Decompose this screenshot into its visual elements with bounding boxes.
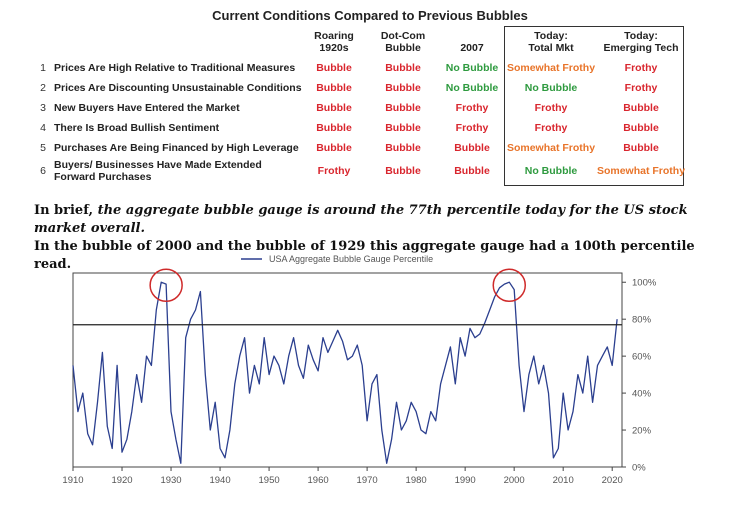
table-title: Current Conditions Compared to Previous … — [212, 8, 528, 23]
summary-emphasis: the aggregate bubble gauge is around the… — [34, 203, 688, 236]
status-cell: Bubble — [316, 62, 352, 74]
x-tick-label: 1940 — [209, 475, 230, 486]
table-row: 4 There Is Broad Bullish Sentiment Bubble B… — [0, 122, 740, 142]
status-cell: No Bubble — [445, 82, 499, 94]
status-cell: Bubble — [385, 142, 421, 154]
y-tick-label: 20% — [632, 426, 652, 437]
status-cell: Frothy — [317, 165, 351, 177]
x-tick-label: 1960 — [308, 475, 329, 486]
status-cell: Bubble — [454, 142, 490, 154]
x-tick-label: 1950 — [259, 475, 280, 486]
status-cell: No Bubble — [524, 82, 578, 94]
status-cell: Bubble — [385, 102, 421, 114]
x-tick-label: 2020 — [602, 475, 623, 486]
status-cell: Bubble — [385, 122, 421, 134]
row-number: 4 — [40, 122, 46, 134]
summary-second-line: In the bubble of 2000 and the bubble of … — [34, 239, 695, 272]
row-number: 1 — [40, 62, 46, 74]
status-cell: Somewhat Frothy — [506, 62, 596, 74]
column-header: Roaring 1920s — [286, 30, 382, 54]
x-tick-label: 1930 — [160, 475, 181, 486]
column-header-line1: Today: — [534, 30, 568, 42]
plot-frame — [72, 272, 623, 468]
status-cell: Frothy — [534, 122, 568, 134]
column-header-line2: Total Mkt — [528, 42, 574, 54]
series-line — [72, 281, 618, 464]
row-label: There Is Broad Bullish Sentiment — [54, 122, 220, 134]
status-cell: Frothy — [455, 122, 489, 134]
status-cell: Somewhat Frothy — [596, 165, 686, 177]
row-number: 2 — [40, 82, 46, 94]
status-cell: Bubble — [316, 102, 352, 114]
status-cell: No Bubble — [524, 165, 578, 177]
status-cell: Bubble — [623, 102, 659, 114]
status-cell: Somewhat Frothy — [506, 142, 596, 154]
column-header: Dot-Com Bubble — [355, 30, 451, 54]
x-tick-label: 1920 — [111, 475, 132, 486]
status-cell: Frothy — [624, 82, 658, 94]
status-cell: Bubble — [316, 142, 352, 154]
y-tick-label: 0% — [632, 463, 646, 474]
status-cell: Frothy — [455, 102, 489, 114]
table-row: 5 Purchases Are Being Financed by High Le… — [0, 142, 740, 162]
summary-paragraph: In brief, the aggregate bubble gauge is … — [34, 202, 724, 274]
highlight-circle — [492, 268, 527, 302]
status-cell: No Bubble — [445, 62, 499, 74]
y-tick-label: 80% — [632, 315, 652, 326]
row-label: New Buyers Have Entered the Market — [54, 102, 240, 114]
row-number: 6 — [40, 165, 46, 177]
x-tick-label: 1990 — [455, 475, 476, 486]
y-tick-label: 100% — [632, 278, 657, 289]
status-cell: Bubble — [454, 165, 490, 177]
status-cell: Frothy — [624, 62, 658, 74]
row-label: Purchases Are Being Financed by High Lev… — [54, 142, 299, 154]
table-row: 3 New Buyers Have Entered the Market Bubbl… — [0, 102, 740, 122]
column-header: Today: Total Mkt — [503, 30, 599, 54]
column-header-line2: 2007 — [460, 42, 484, 54]
column-header-line2: 1920s — [319, 42, 349, 54]
table-row: 1 Prices Are High Relative to Traditional… — [0, 62, 740, 82]
column-header-line1: Dot-Com — [380, 30, 426, 42]
row-label: Prices Are Discounting Unsustainable Con… — [54, 82, 302, 94]
x-tick-label: 1970 — [357, 475, 378, 486]
column-header-line2: Bubble — [385, 42, 421, 54]
legend-label: USA Aggregate Bubble Gauge Percentile — [269, 254, 433, 264]
status-cell: Bubble — [385, 62, 421, 74]
summary-lead: In brief, — [34, 203, 98, 218]
x-tick-label: 2000 — [504, 475, 525, 486]
today-columns-box — [504, 26, 684, 186]
status-cell: Bubble — [623, 142, 659, 154]
x-tick-label: 1910 — [62, 475, 83, 486]
status-cell: Bubble — [385, 82, 421, 94]
y-tick-label: 40% — [632, 389, 652, 400]
column-header-line1: Roaring — [314, 30, 354, 42]
status-cell: Frothy — [534, 102, 568, 114]
column-header: Today: Emerging Tech — [593, 30, 689, 54]
highlight-circle — [149, 268, 183, 302]
row-number: 5 — [40, 142, 46, 154]
status-cell: Bubble — [623, 122, 659, 134]
table-row: 2 Prices Are Discounting Unsustainable Co… — [0, 82, 740, 102]
row-label: Buyers/ Businesses Have Made Extended Fo… — [54, 159, 262, 183]
row-label: Prices Are High Relative to Traditional … — [54, 62, 296, 74]
column-header: 2007 — [424, 30, 520, 54]
x-tick-label: 2010 — [553, 475, 574, 486]
column-header-line1: Today: — [624, 30, 658, 42]
status-cell: Bubble — [316, 122, 352, 134]
column-header-line2: Emerging Tech — [603, 42, 679, 54]
status-cell: Bubble — [316, 82, 352, 94]
row-number: 3 — [40, 102, 46, 114]
status-cell: Bubble — [385, 165, 421, 177]
table-row: 6 Buyers/ Businesses Have Made Extended F… — [0, 159, 740, 183]
x-tick-label: 1980 — [406, 475, 427, 486]
y-tick-label: 60% — [632, 352, 652, 363]
